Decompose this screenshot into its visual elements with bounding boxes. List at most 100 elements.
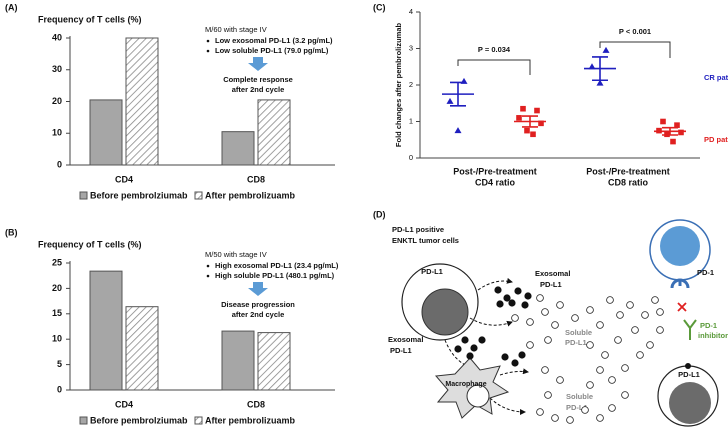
exosome [524,292,532,300]
point [534,107,540,114]
soluble-pd-l1 [566,416,574,424]
y-axis-label: Frequency of T cells (%) [38,239,142,249]
soluble-pd-l1 [636,351,644,359]
soluble-pd-l1 [621,391,629,399]
x-tick-label: Post-/Pre-treatment [586,166,670,176]
soluble-pd-l1 [551,414,559,422]
y-axis-label: Frequency of T cells (%) [38,14,142,24]
soluble-pd-l1 [526,318,534,326]
soluble-pd-l1 [586,381,594,389]
y-tick-label: 1 [409,116,413,125]
point [588,63,596,70]
x-tick-label: CD8 [247,174,265,184]
x-tick-label: CD4 ratio [475,177,516,187]
arrow [489,397,526,415]
y-tick-label: 0 [57,384,62,394]
soluble-pd-l1 [544,336,552,344]
pd1-label: PD-1 [697,268,714,277]
exosome [514,287,522,295]
soluble-label: PD-L1 [566,403,588,412]
soluble-pd-l1 [608,404,616,412]
legend-swatch [194,416,203,425]
point [670,138,676,145]
y-axis-label: Fold changes after pembrolizumab [394,22,403,147]
error-bar [450,81,466,107]
y-tick-label: 30 [52,64,62,74]
soluble-label: Soluble [565,328,592,337]
bullet [206,39,210,43]
exosome [521,301,529,309]
point [678,129,684,136]
annotation: M/60 with stage IV [205,25,267,34]
error-bar [522,115,538,128]
point [446,97,454,104]
x-tick-label: CD4 [115,174,133,184]
nucleus [421,288,469,336]
y-tick-label: 3 [409,43,413,52]
point [538,120,544,127]
exosomal-label: PD-L1 [540,280,562,289]
bar [89,99,123,166]
bar [257,332,291,391]
bar [257,99,291,166]
bullet [206,264,210,268]
legend-label: Before pembrolziumab [90,190,188,200]
point [530,131,536,138]
soluble-pd-l1 [608,376,616,384]
arrow [248,282,268,296]
y-tick-label: 10 [52,334,62,344]
annotation: Complete response [223,75,293,84]
bullet [206,274,210,278]
arrow [499,368,529,376]
y-tick-label: 5 [57,359,62,369]
y-tick-label: 20 [52,283,62,293]
arrow [469,317,513,327]
soluble-pd-l1 [556,376,564,384]
y-tick-label: 40 [52,32,62,42]
legend-swatch [79,416,88,425]
bar [89,270,123,391]
tumor-label: ENKTL tumor cells [392,236,459,245]
cell-label: PD-L1 [421,267,443,276]
t-cell-nucleus [660,226,700,266]
x-tick-label: CD4 [115,399,133,409]
y-tick-label: 20 [52,96,62,106]
soluble-label: Soluble [566,392,593,401]
exosome [501,353,509,361]
soluble-pd-l1 [641,311,649,319]
annotation: High exosomal PD-L1 (23.4 pg/mL) [215,261,339,270]
soluble-pd-l1 [536,408,544,416]
soluble-pd-l1 [541,308,549,316]
point [516,115,522,121]
legend-swatch [79,191,88,200]
exosome [494,286,502,294]
exosome [478,336,486,344]
soluble-label: PD-L1 [565,338,587,347]
y-tick-label: 15 [52,308,62,318]
point [454,127,462,134]
soluble-pd-l1 [621,364,629,372]
tumor-label: PD-L1 positive [392,225,444,234]
legend-label: After pembrolizuamb [205,190,296,200]
cell-label: PD-L1 [678,370,700,379]
point [674,122,680,128]
soluble-pd-l1 [601,351,609,359]
annotation: Low exosomal PD-L1 (3.2 pg/mL) [215,36,333,45]
soluble-pd-l1 [586,306,594,314]
soluble-pd-l1 [606,296,614,304]
soluble-pd-l1 [556,301,564,309]
annotation: M/50 with stage IV [205,250,267,259]
soluble-pd-l1 [656,326,664,334]
error-bar [592,56,608,82]
panel-label: (B) [5,227,18,237]
soluble-pd-l1 [541,366,549,374]
soluble-pd-l1 [596,321,604,329]
exosome [470,344,478,352]
pd-l1 [685,363,691,369]
soluble-pd-l1 [656,308,664,316]
exosomal-label: PD-L1 [390,346,412,355]
block-mark [677,302,687,312]
bracket [599,41,671,58]
soluble-pd-l1 [536,294,544,302]
annotation: after 2nd cycle [232,85,285,94]
